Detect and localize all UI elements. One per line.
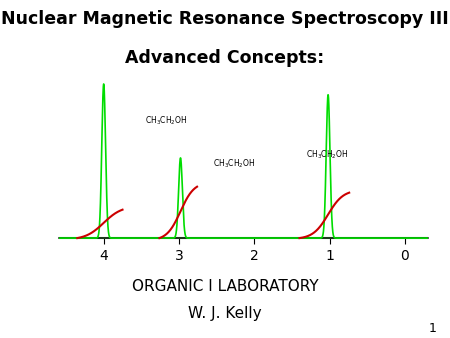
Text: 1: 1	[428, 322, 436, 335]
Text: CH$_3$CH$_2$OH: CH$_3$CH$_2$OH	[213, 158, 256, 170]
Text: Nuclear Magnetic Resonance Spectroscopy III: Nuclear Magnetic Resonance Spectroscopy …	[1, 10, 449, 28]
Text: W. J. Kelly: W. J. Kelly	[188, 306, 262, 321]
Text: ORGANIC I LABORATORY: ORGANIC I LABORATORY	[132, 279, 318, 294]
Text: Advanced Concepts:: Advanced Concepts:	[126, 49, 324, 67]
Text: CH$_3$CH$_2$OH: CH$_3$CH$_2$OH	[145, 115, 188, 127]
Text: CH$_3$CH$_2$OH: CH$_3$CH$_2$OH	[306, 148, 348, 161]
